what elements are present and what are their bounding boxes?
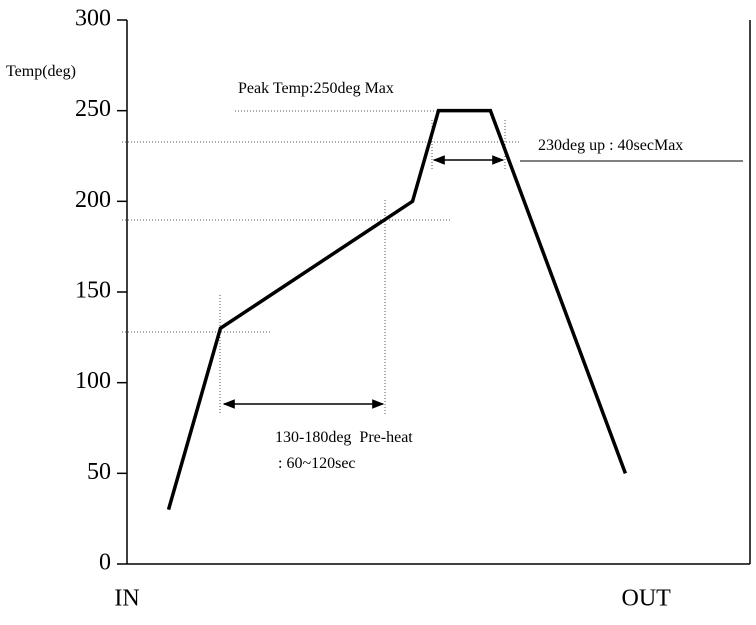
y-tick-label: 150 (75, 278, 111, 304)
guide-lines (122, 110, 743, 415)
y-tick-label: 0 (99, 550, 111, 576)
temperature-line (166, 108, 628, 511)
arrows (222, 155, 505, 409)
annotation: : 60~120sec (278, 455, 356, 472)
y-tick-label: 100 (75, 368, 111, 394)
annotation: 130-180deg Pre-heat (275, 429, 413, 446)
annotation: 230deg up : 40secMax (538, 137, 683, 154)
y-tick-label: 300 (75, 6, 111, 32)
y-tick-label: 50 (87, 459, 111, 485)
y-axis-label: Temp(deg) (6, 63, 76, 80)
y-tick-label: 250 (75, 96, 111, 122)
x-tick-label: IN (114, 586, 139, 612)
annotation: Peak Temp:250deg Max (238, 80, 394, 97)
x-tick-label: OUT (622, 586, 672, 612)
y-tick-label: 200 (75, 187, 111, 213)
axes (126, 20, 751, 565)
